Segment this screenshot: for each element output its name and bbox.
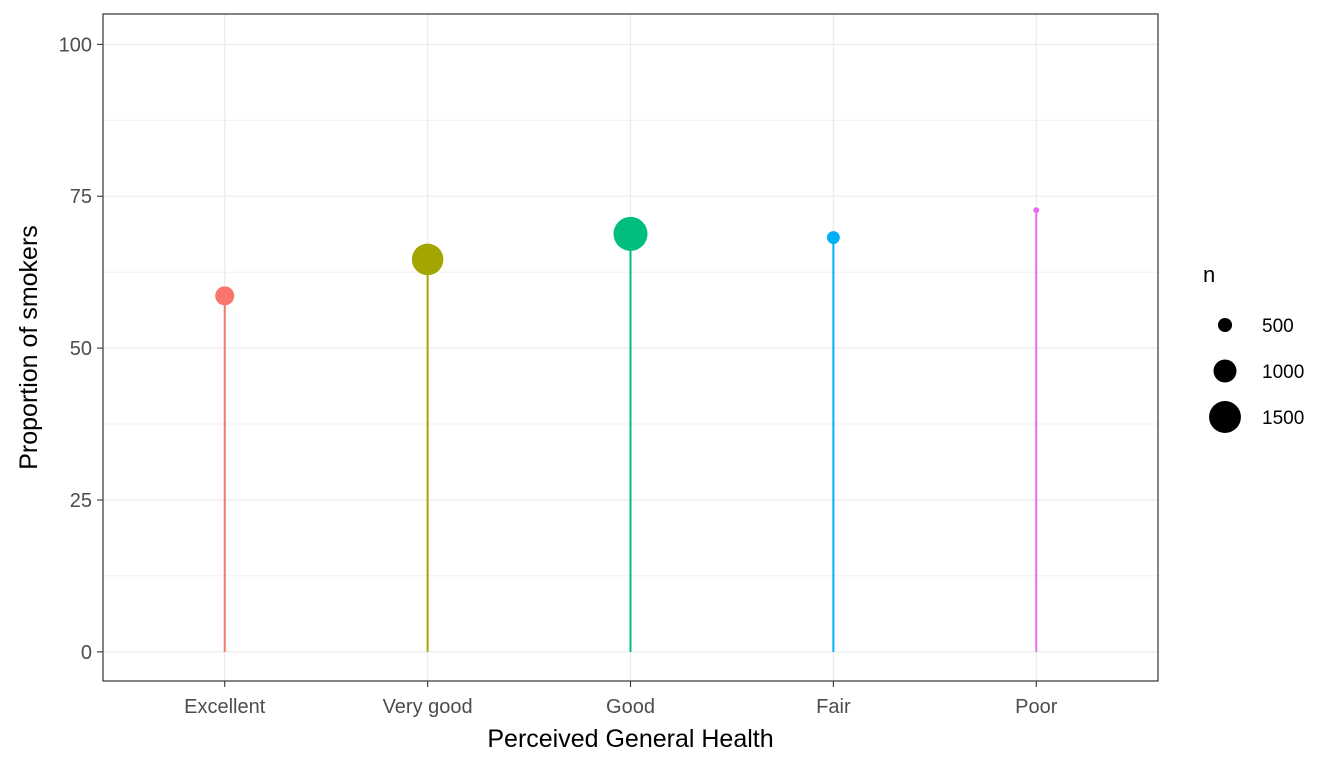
lollipop-point [826,231,840,244]
legend-size-key [1209,401,1241,433]
legend-title: n [1203,262,1215,287]
x-tick-label: Good [606,696,655,718]
legend-label: 1500 [1262,408,1304,429]
x-tick-label: Poor [1015,696,1058,718]
legend-label: 500 [1262,316,1294,337]
legend-size-key [1213,359,1237,383]
y-tick-label: 0 [81,642,92,664]
y-tick-label: 25 [70,490,92,512]
y-tick-label: 100 [59,34,92,56]
legend-label: 1000 [1262,362,1304,383]
x-tick-label: Excellent [184,696,266,718]
y-axis-title: Proportion of smokers [15,225,43,470]
lollipop-point [1033,207,1040,214]
x-tick-label: Very good [383,696,473,718]
data-marks [215,207,1040,652]
lollipop-point [215,286,235,306]
axes: 0 25 50 75 100 Excellent Very good Good Fair Poor [59,34,1058,718]
x-axis-title: Perceived General Health [487,725,773,753]
legend-size-key [1217,317,1233,333]
size-legend: n 500 1000 1500 [1203,262,1304,433]
lollipop-point [613,216,648,251]
y-tick-label: 50 [70,338,92,360]
x-tick-label: Fair [816,696,851,718]
lollipop-point [411,243,444,276]
y-tick-label: 75 [70,186,92,208]
